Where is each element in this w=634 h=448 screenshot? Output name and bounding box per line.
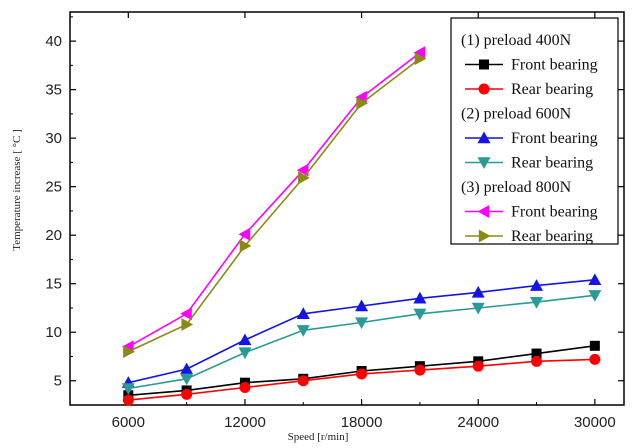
- data-point: [589, 340, 600, 351]
- series-line: [127, 57, 421, 353]
- data-point: [238, 347, 252, 360]
- legend-entry-label: Rear bearing: [511, 155, 593, 172]
- data-point: [298, 171, 310, 185]
- data-point: [121, 383, 135, 396]
- y-tick-label: 15: [45, 276, 62, 293]
- y-tick-label: 30: [45, 130, 62, 147]
- y-tick-label: 10: [45, 324, 62, 341]
- data-point: [238, 333, 252, 346]
- x-tick-label: 18000: [341, 414, 383, 431]
- data-point: [588, 273, 602, 286]
- data-point: [356, 368, 368, 380]
- series-layer: [121, 46, 602, 406]
- y-axis-title: Temperature increase [ °C ]: [11, 129, 23, 251]
- data-point: [355, 299, 369, 312]
- y-tick-label: 20: [45, 227, 62, 244]
- x-tick-label: 6000: [112, 414, 145, 431]
- data-point: [530, 296, 544, 309]
- y-tick-label: 35: [45, 82, 62, 99]
- data-point: [413, 308, 427, 321]
- data-point: [296, 163, 309, 177]
- data-point: [471, 285, 485, 298]
- y-tick-label: 40: [45, 33, 62, 50]
- legend-entry-label: Front bearing: [511, 130, 598, 147]
- data-point: [239, 239, 252, 253]
- data-point: [122, 394, 134, 406]
- data-point: [471, 302, 485, 315]
- x-tick-label: 30000: [574, 414, 616, 431]
- legend-entry-label: Rear bearing: [511, 228, 593, 245]
- data-point: [356, 96, 369, 110]
- plot-frame: [69, 11, 625, 406]
- series-5: [123, 52, 427, 359]
- series-line: [128, 358, 595, 401]
- data-point: [472, 360, 484, 372]
- series-3: [121, 290, 602, 396]
- legend: (1) preload 400N Front bearing Rear bearin…: [450, 17, 619, 245]
- legend-marker: [477, 131, 491, 144]
- data-point: [413, 291, 427, 304]
- data-point: [296, 307, 310, 319]
- series-4: [121, 46, 426, 354]
- data-point: [589, 353, 601, 365]
- data-point: [239, 382, 251, 394]
- data-point: [531, 355, 543, 367]
- data-point: [530, 279, 544, 291]
- data-point: [238, 227, 251, 241]
- data-point: [414, 364, 426, 376]
- data-point: [180, 373, 194, 386]
- series-1: [122, 353, 601, 406]
- x-tick-label: 12000: [224, 414, 266, 431]
- data-point: [123, 345, 135, 359]
- y-tick-label: 25: [45, 179, 62, 196]
- data-point: [180, 307, 192, 321]
- axes: 5 10 15 20 25 30 35 40 6000 12000 18000 24000 30000: [45, 11, 625, 431]
- legend-marker: [478, 229, 491, 243]
- legend-group-title: (3) preload 800N: [461, 179, 572, 196]
- legend-marker: [477, 157, 491, 169]
- legend-marker: [477, 205, 490, 218]
- data-point: [413, 46, 426, 60]
- data-point: [296, 325, 310, 337]
- data-point: [588, 290, 602, 302]
- legend-entry-label: Front bearing: [511, 204, 598, 221]
- legend-group-title: (2) preload 600N: [461, 106, 572, 123]
- data-point: [414, 52, 427, 66]
- x-tick-label: 24000: [457, 414, 499, 431]
- series-line: [127, 52, 421, 348]
- data-point: [181, 388, 193, 400]
- legend-marker: [478, 83, 490, 95]
- data-point: [297, 375, 309, 387]
- y-tick-label: 5: [54, 373, 62, 390]
- data-point: [180, 362, 194, 375]
- legend-entry-label: Front bearing: [511, 57, 598, 74]
- legend-entry-label: Rear bearing: [511, 81, 593, 98]
- x-axis-title: Speed [r/min]: [288, 431, 349, 443]
- data-point: [181, 317, 194, 331]
- legend-marker: [479, 59, 489, 70]
- legend-group-title: (1) preload 400N: [461, 32, 572, 49]
- data-point: [531, 348, 542, 359]
- data-point: [355, 317, 369, 330]
- legend-box: [450, 17, 619, 245]
